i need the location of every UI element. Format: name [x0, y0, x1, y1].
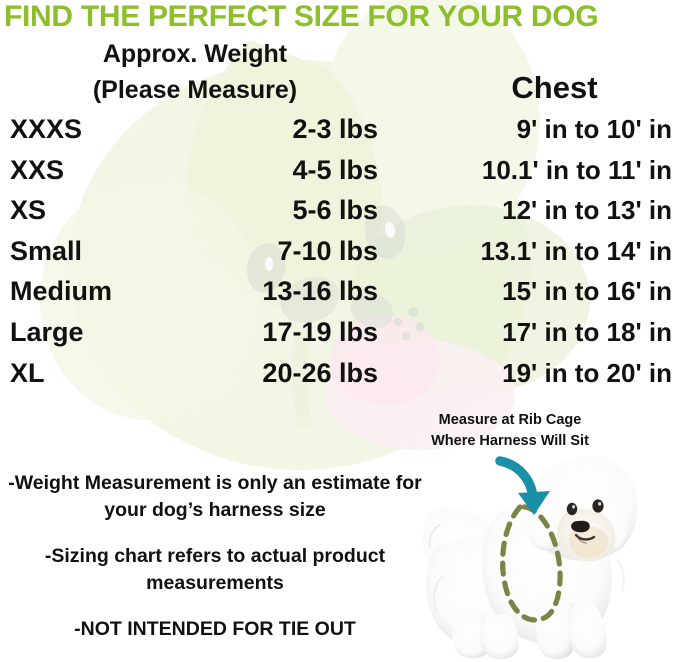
measure-annotation: Measure at Rib Cage Where Harness Will S…	[380, 410, 640, 452]
notes-list: -Weight Measurement is only an estimate …	[0, 470, 430, 643]
size-table: XXXS 2-3 lbs 9' in to 10' in XXS 4-5 lbs…	[0, 110, 679, 394]
table-row: Small 7-10 lbs 13.1' in to 14' in	[0, 232, 679, 273]
cell-chest: 9' in to 10' in	[516, 114, 672, 144]
cell-weight: 5-6 lbs	[292, 195, 378, 226]
cell-weight: 4-5 lbs	[292, 154, 378, 185]
dashed-measuring-loop-icon	[500, 504, 563, 623]
cell-size: XS	[10, 195, 47, 226]
cell-chest: 19' in to 20' in	[502, 357, 672, 388]
column-header-weight-line1: Approx. Weight	[102, 40, 288, 68]
cell-chest: 17' in to 18' in	[502, 316, 672, 347]
table-row: Medium 13-16 lbs 15' in to 16' in	[0, 272, 679, 313]
note-item: -Sizing chart refers to actual product m…	[44, 545, 386, 594]
cell-weight: 13-16 lbs	[262, 276, 378, 307]
cell-weight: 17-19 lbs	[262, 316, 378, 347]
dog-eye-left	[566, 502, 578, 516]
column-header-chest: Chest	[511, 70, 598, 105]
table-row: XL 20-26 lbs 19' in to 20' in	[0, 354, 679, 395]
table-row: XS 5-6 lbs 12' in to 13' in	[0, 191, 679, 232]
dog-nose	[571, 520, 590, 533]
page-title-text: FIND THE PERFECT SIZE FOR YOUR DOG	[4, 0, 599, 33]
dog-eye-right	[592, 499, 604, 513]
cell-weight: 2-3 lbs	[292, 114, 378, 144]
table-row: XXS 4-5 lbs 10.1' in to 11' in	[0, 151, 679, 192]
dog-illustration	[420, 455, 679, 662]
cell-chest: 12' in to 13' in	[502, 195, 672, 226]
cell-chest: 10.1' in to 11' in	[481, 154, 672, 185]
cell-size: Small	[10, 235, 83, 266]
cell-size: Medium	[10, 276, 113, 307]
measure-annotation-line1: Measure at Rib Cage	[438, 412, 582, 428]
note-item: -Weight Measurement is only an estimate …	[8, 472, 422, 521]
table-row: Large 17-19 lbs 17' in to 18' in	[0, 313, 679, 354]
cell-size: XXXS	[10, 114, 83, 144]
cell-size: Large	[10, 316, 84, 347]
page-title: FIND THE PERFECT SIZE FOR YOUR DOG	[0, 0, 679, 33]
cell-weight: 20-26 lbs	[262, 357, 378, 388]
column-header-weight-line2: (Please Measure)	[92, 76, 298, 104]
table-row: XXXS 2-3 lbs 9' in to 10' in	[0, 110, 679, 151]
cell-size: XL	[10, 357, 45, 388]
cell-size: XXS	[10, 154, 65, 185]
cell-weight: 7-10 lbs	[277, 235, 378, 266]
measure-annotation-line2: Where Harness Will Sit	[431, 433, 589, 449]
note-item: -NOT INTENDED FOR TIE OUT	[74, 618, 356, 640]
cell-chest: 15' in to 16' in	[502, 276, 672, 307]
cell-chest: 13.1' in to 14' in	[480, 235, 672, 266]
